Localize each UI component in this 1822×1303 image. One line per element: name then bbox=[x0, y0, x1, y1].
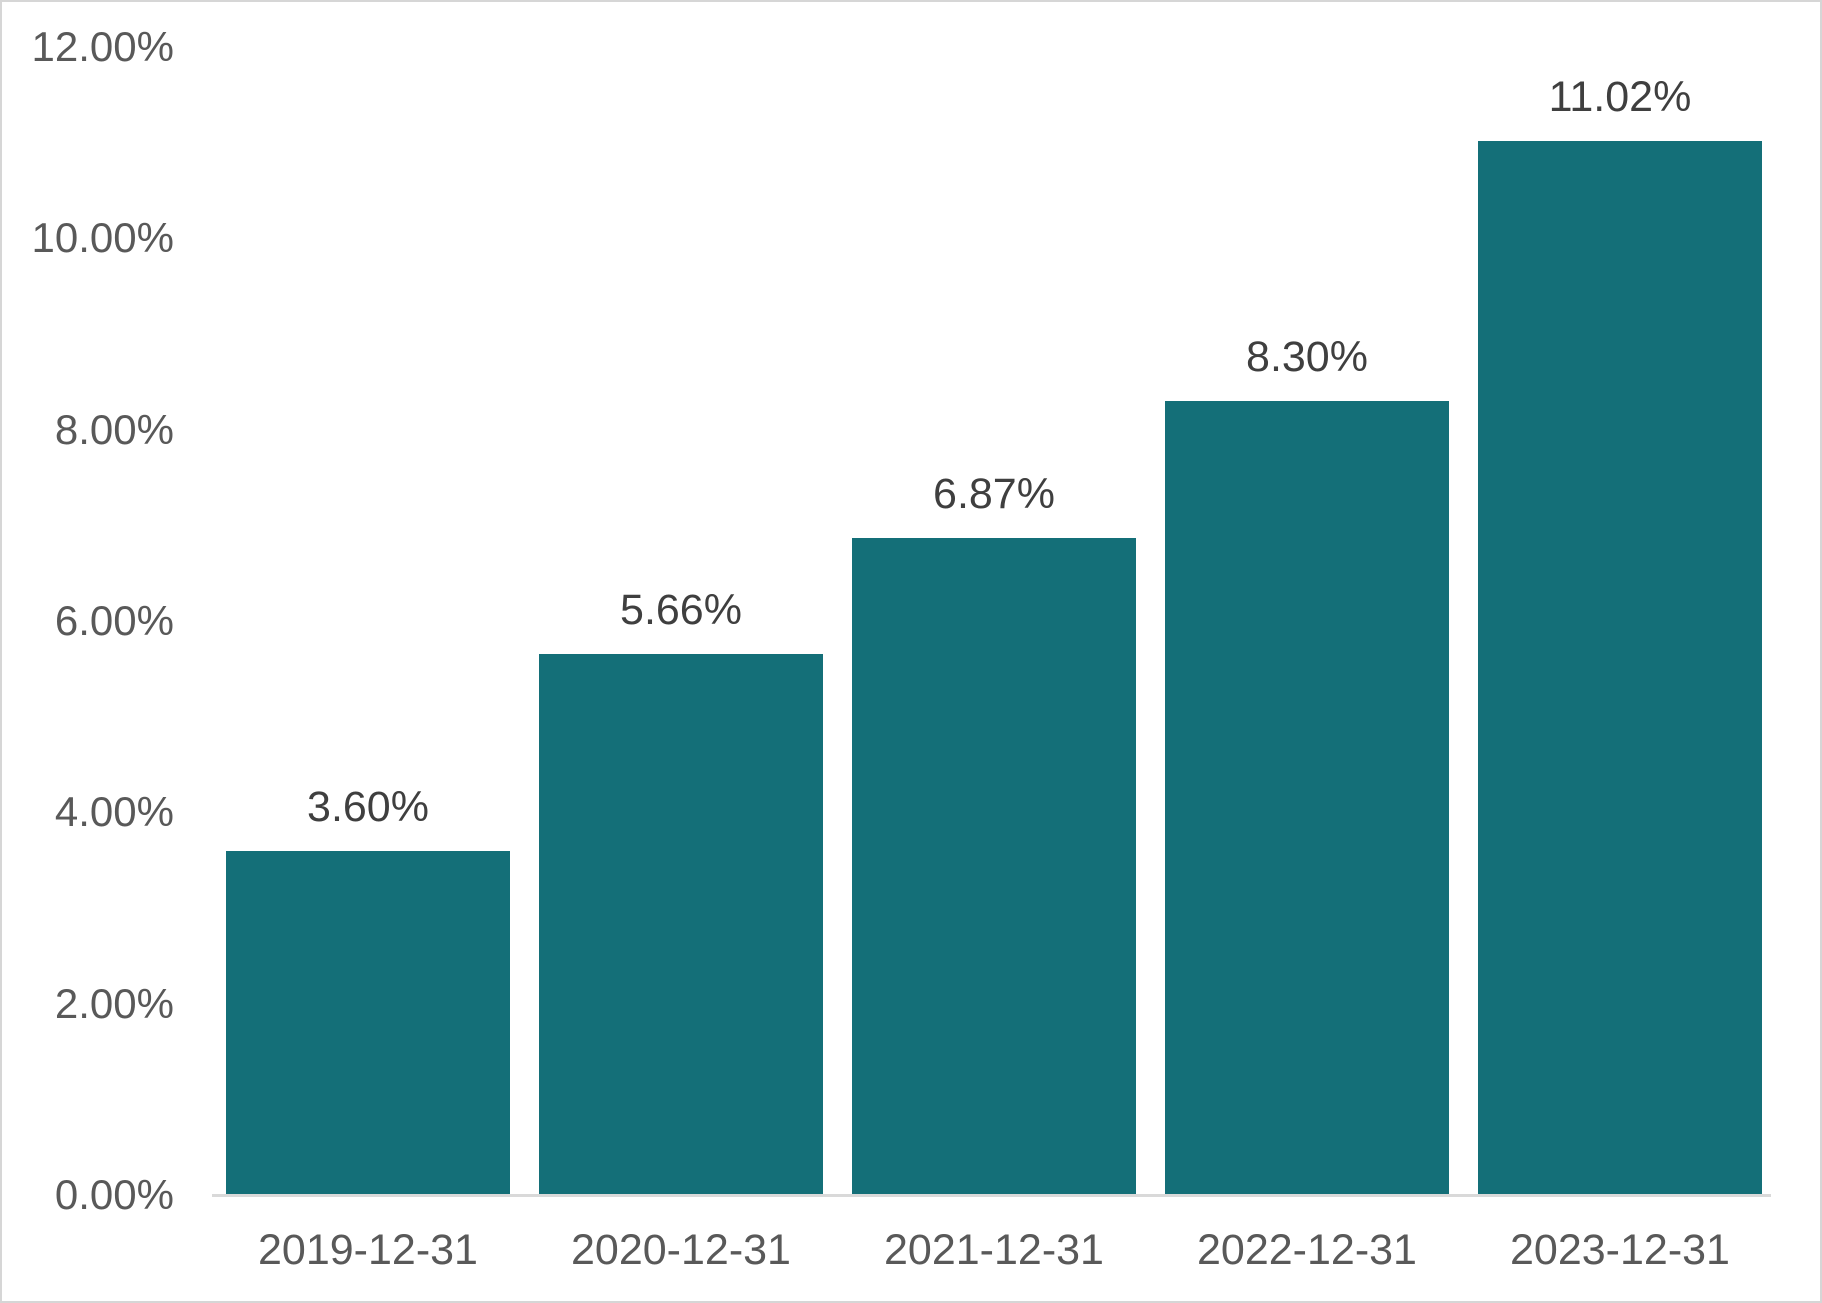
bar-value-label: 3.60% bbox=[307, 782, 429, 831]
bar-value-label: 8.30% bbox=[1246, 332, 1368, 381]
x-axis-tick-label: 2023-12-31 bbox=[1510, 1226, 1730, 1274]
y-axis-tick-label: 8.00% bbox=[54, 405, 174, 453]
bar bbox=[539, 653, 823, 1194]
bar bbox=[226, 850, 510, 1194]
bar-value-label: 6.87% bbox=[933, 469, 1055, 518]
x-axis-tick-label: 2022-12-31 bbox=[1197, 1226, 1417, 1274]
x-axis-line bbox=[212, 1194, 1771, 1197]
y-axis-tick-label: 10.00% bbox=[31, 214, 174, 262]
y-axis-tick-label: 0.00% bbox=[54, 1171, 174, 1218]
y-axis-tick-label: 6.00% bbox=[54, 597, 174, 644]
bar bbox=[1165, 400, 1449, 1194]
y-axis-tick-label: 2.00% bbox=[54, 979, 174, 1027]
bar bbox=[1478, 140, 1762, 1194]
bar-value-label: 5.66% bbox=[620, 585, 742, 634]
y-axis-tick-label: 12.00% bbox=[31, 23, 174, 70]
x-axis-tick-label: 2021-12-31 bbox=[884, 1226, 1104, 1274]
x-axis-tick-label: 2020-12-31 bbox=[571, 1226, 791, 1274]
bar bbox=[852, 537, 1136, 1194]
bar-value-label: 11.02% bbox=[1548, 72, 1692, 121]
y-axis-tick-label: 4.00% bbox=[54, 788, 174, 836]
x-axis-tick-label: 2019-12-31 bbox=[258, 1226, 478, 1274]
